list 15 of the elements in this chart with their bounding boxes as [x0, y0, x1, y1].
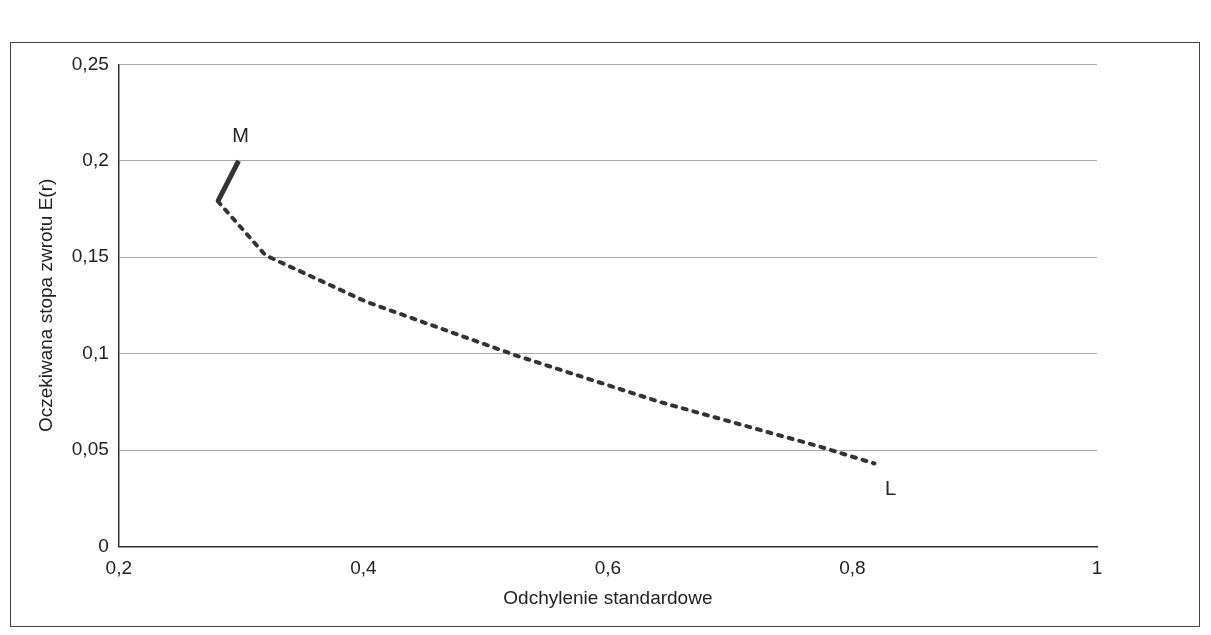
y-tick-label: 0: [98, 534, 109, 556]
x-axis-title: Odchylenie standardowe: [503, 586, 713, 608]
x-tick-label: 0,6: [594, 557, 622, 579]
y-tick-label: 0,1: [82, 341, 109, 363]
annotation: L: [884, 477, 897, 500]
x-tick-label: 1: [1091, 557, 1103, 579]
y-axis-title: Oczekiwana stopa zwrotu E(r): [34, 178, 56, 433]
y-tick-label: 0,2: [82, 149, 109, 171]
x-tick-label: 0,2: [105, 557, 132, 579]
x-tick-label: 0,8: [839, 557, 866, 579]
y-tick-label: 0,05: [71, 438, 109, 460]
y-tick-label: 0,15: [71, 245, 109, 267]
annotation: M: [232, 124, 249, 147]
x-tick-label: 0,4: [350, 557, 377, 579]
y-tick-label: 0,25: [71, 52, 109, 74]
